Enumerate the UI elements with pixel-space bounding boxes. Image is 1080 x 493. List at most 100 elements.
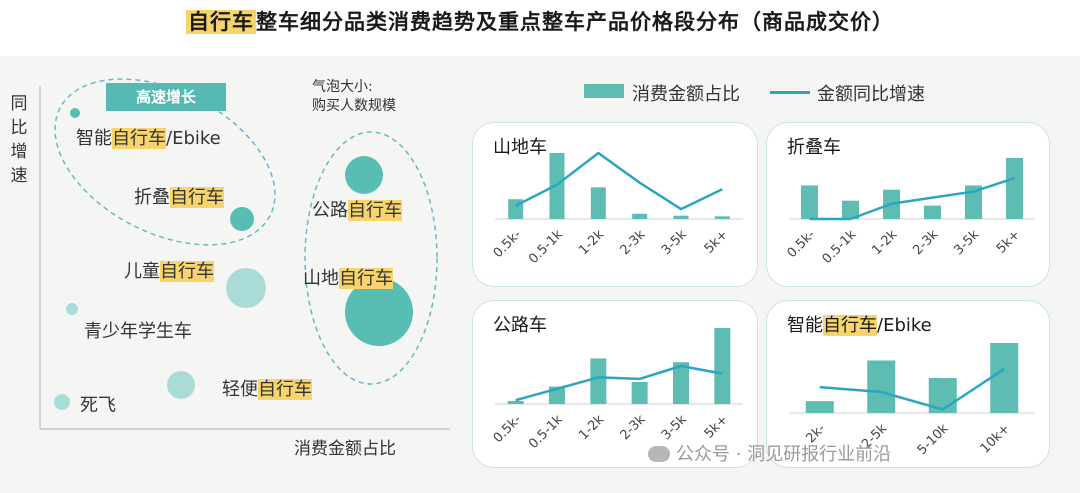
x-tick-label: 0.5k- [491,227,525,261]
label-highlight: 自行车 [170,187,224,208]
growth-line [515,364,723,402]
legend-bar-label: 消费金额占比 [632,84,740,105]
bar [801,185,818,219]
bubble-size-note-line1: 气泡大小: [312,79,373,95]
label-part: /Ebike [166,128,221,149]
bar [714,328,731,404]
x-tick-label: 5k+ [702,412,731,441]
x-tick-label: 0.5k- [784,227,818,261]
x-tick-label: 3-5k [951,227,982,258]
bubble-fixed-gear [54,394,70,410]
label-part: 轻便 [222,379,258,400]
bubble-label-teen: 青少年学生车 [84,321,192,342]
bubble-light [167,371,195,399]
bar [965,185,982,219]
title-highlight: 自行车 [186,10,256,34]
label-highlight: 自行车 [112,128,166,149]
bubble-label-smart-ebike: 智能自行车/Ebike [76,124,221,150]
bar [590,187,606,219]
wechat-icon [648,446,670,462]
card-title-mountain: 山地车 [493,137,547,158]
bubble-mountain [345,278,413,346]
bar [714,216,730,219]
growth-line [515,151,723,211]
x-axis-label: 消费金额占比 [294,439,396,459]
label-part: 山地 [303,268,339,289]
watermark-text: 公众号 · 洞见研报行业前沿 [676,444,892,465]
x-tick-label: 0.5k- [491,412,525,446]
x-tick-label: 1-2k [576,227,607,258]
card-road: 公路车 0.5k- 0.5-1k 1-2k 2-3k 3-5k 5k+ [472,300,758,468]
bar [590,358,607,404]
x-tick-label: 10k+ [978,421,1013,456]
bar [631,381,648,404]
bar [1006,158,1023,219]
mini-chart-mountain: 0.5k- 0.5-1k 1-2k 2-3k 3-5k 5k+ [491,151,743,267]
mini-chart-road: 0.5k- 0.5-1k 1-2k 2-3k 3-5k 5k+ [491,328,743,452]
legend-line-swatch [770,91,810,94]
x-tick-label: 1-2k [869,227,900,258]
x-tick-label: 0.5-1k [526,227,566,267]
label-highlight: 自行车 [339,268,393,289]
bubble-folding [230,207,254,231]
card-title-highlight: 自行车 [823,315,877,336]
x-tick-label: 2-3k [618,412,649,443]
title-rest: 整车细分品类消费趋势及重点整车产品价格段分布（商品成交价） [256,10,894,34]
label-part: 折叠 [134,187,170,208]
bubble-chart [39,78,450,430]
mini-chart-folding: 0.5k- 0.5-1k 1-2k 2-3k 3-5k 5k+ [784,158,1035,267]
growth-line [809,176,1015,221]
x-tick-label: 2-3k [618,227,649,258]
x-tick-label: 0.5-1k [820,227,860,267]
bar [673,362,689,404]
x-tick-label: 3-5k [659,412,690,443]
bar [673,215,689,219]
bubble-label-folding: 折叠自行车 [134,183,224,209]
label-highlight: 自行车 [258,379,312,400]
bar [867,360,896,413]
label-highlight: 自行车 [348,200,402,221]
card-title-folding: 折叠车 [787,137,841,158]
bubble-size-note: 气泡大小: 购买人数规模 [312,78,396,116]
legend-bar-swatch [584,84,624,98]
y-axis-label: 同比增速 [10,94,28,186]
bar [632,213,648,219]
card-title-part: 智能 [787,315,823,336]
x-tick-label: 0.5-1k [526,412,566,452]
bubble-smart-ebike [70,108,80,118]
bubble-label-light: 轻便自行车 [222,375,312,401]
bubble-label-children: 儿童自行车 [124,257,214,283]
bubble-children [226,268,266,308]
card-folding: 折叠车 0.5k- 0.5-1k 1-2k 2-3k 3-5k 5k+ [766,122,1050,287]
bar [842,200,859,219]
bar [924,205,941,219]
bubble-size-note-line2: 购买人数规模 [312,98,396,114]
road-mountain-group-outline [304,131,438,385]
bubble-label-road: 公路自行车 [312,196,402,222]
card-smart-ebike: 智能自行车/Ebike 2k- 2-5k 5-10k 10k+ [766,300,1050,468]
x-tick-label: 1-2k [576,412,607,443]
bubble-road [345,156,383,194]
label-part: 智能 [76,128,112,149]
bar [805,401,834,413]
page-title: 自行车整车细分品类消费趋势及重点整车产品价格段分布（商品成交价） [0,6,1080,36]
label-part: 公路 [312,200,348,221]
x-tick-label: 5k+ [994,227,1023,256]
x-tick-label: 3-5k [659,227,690,258]
bar [990,343,1019,413]
high-growth-tag: 高速增长 [106,83,226,111]
legend-line-label: 金额同比增速 [817,84,925,105]
label-part: 儿童 [124,261,160,282]
card-title-smart-ebike: 智能自行车/Ebike [787,311,932,337]
growth-line [819,367,1005,411]
mini-chart-smart-ebike: 2k- 2-5k 5-10k 10k+ [789,343,1035,458]
card-title-part: /Ebike [877,315,932,336]
bubble-label-mountain: 山地自行车 [303,264,393,290]
bubble-teen [66,303,78,315]
card-title-road: 公路车 [493,315,547,336]
bar [507,400,524,404]
label-highlight: 自行车 [160,261,214,282]
bubble-label-fixed-gear: 死飞 [80,395,116,416]
x-tick-label: 5k+ [702,227,731,256]
x-tick-label: 2-3k [910,227,941,258]
